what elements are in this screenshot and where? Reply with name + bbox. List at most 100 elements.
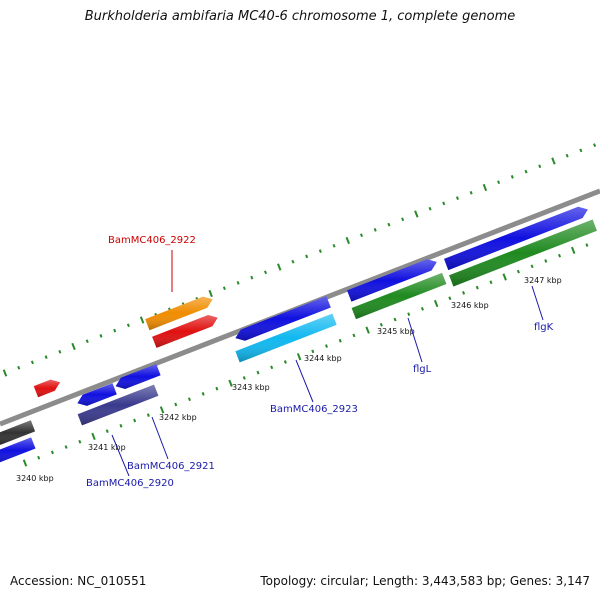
outer-ring-tick bbox=[71, 342, 76, 351]
outer-ring-tick bbox=[44, 355, 48, 359]
outer-ring-tick bbox=[222, 286, 226, 291]
inner-ring-tick bbox=[571, 246, 576, 255]
inner-ring-tick bbox=[201, 392, 205, 396]
outer-ring-tick bbox=[99, 334, 103, 338]
outer-ring-tick bbox=[208, 289, 213, 298]
outer-ring-tick bbox=[113, 328, 117, 333]
outer-ring-tick bbox=[291, 259, 295, 264]
outer-ring-tick bbox=[17, 365, 21, 370]
label-leader-line bbox=[111, 434, 130, 477]
gene-purple-shade bbox=[77, 384, 159, 426]
inner-ring-tick bbox=[187, 397, 191, 402]
inner-ring-tick bbox=[352, 333, 356, 338]
gene-gray-left-shade bbox=[0, 420, 36, 445]
gene-label-lines bbox=[111, 250, 544, 477]
inner-ring-tick bbox=[22, 459, 28, 467]
gene-label: BamMC406_2923 bbox=[270, 404, 358, 415]
gene-label-texts: BamMC406_2922 BamMC406_2923 BamMC406_2921 B… bbox=[86, 235, 554, 489]
outer-ring-tick bbox=[305, 254, 309, 259]
gene-label: flgK bbox=[534, 322, 554, 333]
gene-label: BamMC406_2922 bbox=[108, 235, 196, 246]
inner-ring-tick bbox=[489, 280, 493, 285]
outer-ring-tick bbox=[524, 169, 528, 174]
gene-blue-c-shade bbox=[235, 296, 331, 341]
inner-ring-tick bbox=[544, 259, 548, 263]
inner-ring-tick bbox=[174, 402, 178, 407]
inner-ring-tick bbox=[270, 365, 274, 370]
kbp-label: 3243 kbp bbox=[232, 383, 270, 392]
outer-ring-tick bbox=[469, 190, 473, 195]
inner-ring-tick bbox=[516, 269, 520, 274]
inner-ring-tick bbox=[78, 439, 82, 444]
gene-cyan-shade bbox=[235, 313, 337, 363]
gene-blue-a-shade bbox=[77, 383, 117, 406]
label-leader-line bbox=[151, 416, 169, 460]
outer-ring-tick bbox=[264, 270, 268, 275]
inner-ring-tick bbox=[420, 307, 424, 311]
inner-ring-tick bbox=[585, 243, 589, 247]
gene-features bbox=[0, 206, 597, 463]
outer-ring-tick bbox=[414, 210, 419, 218]
inner-ring-tick bbox=[146, 413, 150, 418]
inner-ring-tick bbox=[393, 317, 397, 322]
inner-ring-tick bbox=[242, 376, 246, 380]
inner-ring-tick bbox=[530, 264, 534, 269]
inner-ring-tick bbox=[133, 418, 137, 423]
outer-ring-tick bbox=[277, 263, 282, 271]
outer-ring-tick bbox=[593, 143, 597, 147]
map-title: Burkholderia ambifaria MC40-6 chromosome… bbox=[84, 9, 516, 24]
gene-green-a-shade bbox=[351, 272, 447, 320]
inner-ring-tick bbox=[283, 360, 287, 364]
kbp-label: 3247 kbp bbox=[524, 276, 562, 285]
inner-ring-tick bbox=[296, 353, 302, 361]
outer-ring-tick bbox=[387, 222, 391, 227]
outer-ring-tick bbox=[85, 339, 89, 344]
kbp-scale-labels: 3240 kbp 3241 kbp 3242 kbp 3243 kbp 3244 kbp… bbox=[16, 276, 562, 483]
inner-ring-tick bbox=[448, 296, 452, 301]
outer-ring-tick bbox=[455, 196, 459, 200]
inner-ring-tick bbox=[325, 344, 329, 348]
outer-ring-tick bbox=[236, 281, 240, 285]
inner-ring-tick bbox=[407, 312, 411, 317]
outer-ring-tick bbox=[318, 249, 322, 253]
outer-ring-tick bbox=[139, 316, 145, 324]
inner-ring-tick bbox=[91, 432, 96, 441]
outer-ring-tick bbox=[126, 323, 130, 328]
inner-ring-tick bbox=[433, 299, 439, 308]
inner-ring-tick bbox=[64, 445, 68, 449]
inner-ring-tick bbox=[256, 370, 260, 375]
inner-ring-tick bbox=[228, 379, 233, 387]
inner-ring-tick bbox=[159, 406, 165, 414]
inner-ring-tick bbox=[311, 349, 315, 354]
kbp-label: 3242 kbp bbox=[159, 413, 197, 422]
inner-ring-tick bbox=[338, 338, 342, 343]
inner-ring-tick bbox=[557, 253, 562, 258]
outer-ring-tick bbox=[510, 175, 514, 179]
gene-red-small-shade bbox=[33, 379, 61, 398]
outer-tick-ring bbox=[2, 143, 597, 377]
outer-ring-tick bbox=[30, 360, 34, 365]
kbp-label: 3246 kbp bbox=[451, 301, 489, 310]
outer-ring-tick bbox=[579, 148, 583, 153]
gene-label: BamMC406_2921 bbox=[127, 461, 215, 472]
inner-tick-ring bbox=[22, 243, 589, 467]
inner-ring-tick bbox=[37, 455, 41, 460]
kbp-label: 3240 kbp bbox=[16, 474, 54, 483]
inner-ring-tick bbox=[105, 429, 109, 433]
label-leader-line bbox=[531, 285, 544, 321]
gene-blue-e-shade bbox=[444, 206, 588, 271]
outer-ring-tick bbox=[551, 157, 556, 165]
kbp-label: 3241 kbp bbox=[88, 443, 126, 452]
outer-ring-tick bbox=[497, 180, 501, 185]
inner-ring-tick bbox=[475, 285, 479, 290]
kbp-label: 3244 kbp bbox=[304, 354, 342, 363]
gene-blue-b-shade bbox=[115, 364, 161, 389]
outer-ring-tick bbox=[428, 206, 432, 211]
gene-red-shade bbox=[152, 315, 218, 348]
gene-label: BamMC406_2920 bbox=[86, 478, 174, 489]
inner-ring-tick bbox=[119, 423, 123, 428]
gene-label: flgL bbox=[413, 364, 432, 375]
inner-ring-tick bbox=[215, 386, 219, 391]
inner-ring-tick bbox=[365, 326, 370, 334]
